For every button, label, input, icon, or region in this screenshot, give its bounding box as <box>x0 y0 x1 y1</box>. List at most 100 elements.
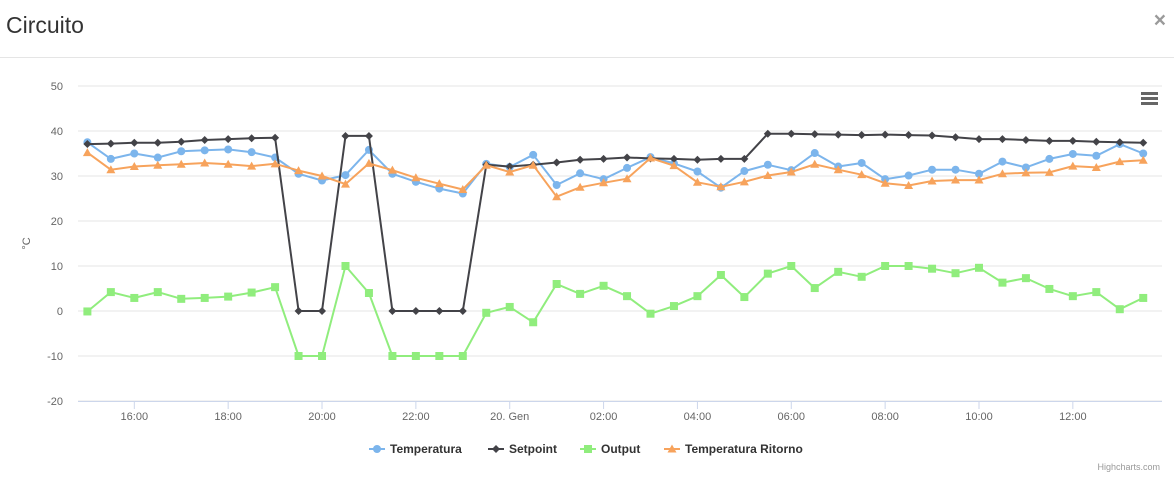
data-point[interactable] <box>247 134 256 143</box>
data-point[interactable] <box>576 289 585 298</box>
data-point[interactable] <box>998 157 1007 166</box>
legend-item-temperatura[interactable]: Temperatura <box>369 442 462 456</box>
data-point[interactable] <box>106 139 115 148</box>
data-point[interactable] <box>505 302 514 311</box>
data-point[interactable] <box>224 292 233 301</box>
data-point[interactable] <box>130 293 139 302</box>
data-point[interactable] <box>271 133 280 142</box>
data-point[interactable] <box>646 309 655 318</box>
data-point[interactable] <box>458 352 467 360</box>
data-point[interactable] <box>693 292 702 301</box>
data-point[interactable] <box>271 283 280 292</box>
data-point[interactable] <box>552 181 561 189</box>
data-point[interactable] <box>224 135 233 144</box>
data-point[interactable] <box>318 307 327 315</box>
data-point[interactable] <box>951 175 961 184</box>
data-point[interactable] <box>411 307 420 315</box>
data-point[interactable] <box>364 158 374 167</box>
data-point[interactable] <box>857 158 866 167</box>
data-point[interactable] <box>1021 136 1030 144</box>
data-point[interactable] <box>247 288 256 297</box>
data-point[interactable] <box>692 177 702 186</box>
data-point[interactable] <box>106 288 115 297</box>
data-point[interactable] <box>153 153 162 162</box>
data-point[interactable] <box>951 165 960 174</box>
close-icon[interactable]: × <box>1153 9 1166 32</box>
series-line-temperatura[interactable] <box>86 141 1144 195</box>
data-point[interactable] <box>106 165 116 174</box>
data-point[interactable] <box>857 272 866 281</box>
data-point[interactable] <box>857 170 867 179</box>
data-point[interactable] <box>763 160 772 169</box>
data-point[interactable] <box>951 133 960 142</box>
data-point[interactable] <box>997 169 1007 178</box>
data-point[interactable] <box>998 278 1007 287</box>
data-point[interactable] <box>693 155 702 164</box>
data-point[interactable] <box>1115 138 1124 147</box>
data-point[interactable] <box>881 130 890 139</box>
data-point[interactable] <box>1115 305 1124 314</box>
data-point[interactable] <box>1092 151 1101 160</box>
data-point[interactable] <box>786 167 796 176</box>
data-point[interactable] <box>810 159 820 168</box>
data-point[interactable] <box>763 171 773 180</box>
data-point[interactable] <box>1068 161 1078 170</box>
data-point[interactable] <box>317 171 327 180</box>
data-point[interactable] <box>928 131 937 140</box>
data-point[interactable] <box>623 292 632 301</box>
data-point[interactable] <box>599 281 608 290</box>
data-point[interactable] <box>411 173 421 182</box>
data-point[interactable] <box>763 129 772 138</box>
data-point[interactable] <box>1092 137 1101 146</box>
data-point[interactable] <box>693 167 702 176</box>
data-point[interactable] <box>928 264 937 273</box>
data-point[interactable] <box>810 130 819 139</box>
data-point[interactable] <box>388 352 397 360</box>
data-point[interactable] <box>505 162 514 171</box>
data-point[interactable] <box>834 267 843 276</box>
data-point[interactable] <box>1139 149 1148 158</box>
hamburger-menu-icon[interactable] <box>1134 84 1162 110</box>
data-point[interactable] <box>646 153 656 162</box>
data-point[interactable] <box>904 180 914 189</box>
data-point[interactable] <box>1068 292 1077 301</box>
data-point[interactable] <box>153 138 162 147</box>
data-point[interactable] <box>880 178 890 187</box>
data-point[interactable] <box>575 182 585 191</box>
data-point[interactable] <box>716 271 725 279</box>
data-point[interactable] <box>247 148 256 157</box>
data-point[interactable] <box>622 174 632 183</box>
data-point[interactable] <box>294 307 303 315</box>
data-point[interactable] <box>341 262 350 270</box>
data-point[interactable] <box>974 263 983 272</box>
data-point[interactable] <box>552 280 561 288</box>
data-point[interactable] <box>810 149 819 158</box>
data-point[interactable] <box>974 169 983 178</box>
data-point[interactable] <box>200 136 209 144</box>
data-point[interactable] <box>177 147 186 156</box>
series-line-setpoint[interactable] <box>87 132 1144 312</box>
data-point[interactable] <box>130 138 139 147</box>
data-point[interactable] <box>1045 136 1054 145</box>
data-point[interactable] <box>1068 149 1077 158</box>
data-point[interactable] <box>623 153 632 162</box>
data-point[interactable] <box>834 130 843 139</box>
data-point[interactable] <box>434 179 444 188</box>
data-point[interactable] <box>458 307 467 315</box>
data-point[interactable] <box>482 308 491 317</box>
data-point[interactable] <box>974 135 983 144</box>
data-point[interactable] <box>1021 163 1030 172</box>
data-point[interactable] <box>552 158 561 167</box>
data-point[interactable] <box>1138 155 1148 164</box>
data-point[interactable] <box>904 262 913 270</box>
data-point[interactable] <box>810 284 819 293</box>
data-point[interactable] <box>130 149 139 158</box>
data-point[interactable] <box>435 352 444 360</box>
data-point[interactable] <box>669 302 678 311</box>
data-point[interactable] <box>153 288 162 297</box>
data-point[interactable] <box>739 177 749 186</box>
data-point[interactable] <box>529 150 538 159</box>
legend-item-output[interactable]: Output <box>580 442 640 456</box>
data-point[interactable] <box>294 352 303 360</box>
data-point[interactable] <box>763 269 772 278</box>
